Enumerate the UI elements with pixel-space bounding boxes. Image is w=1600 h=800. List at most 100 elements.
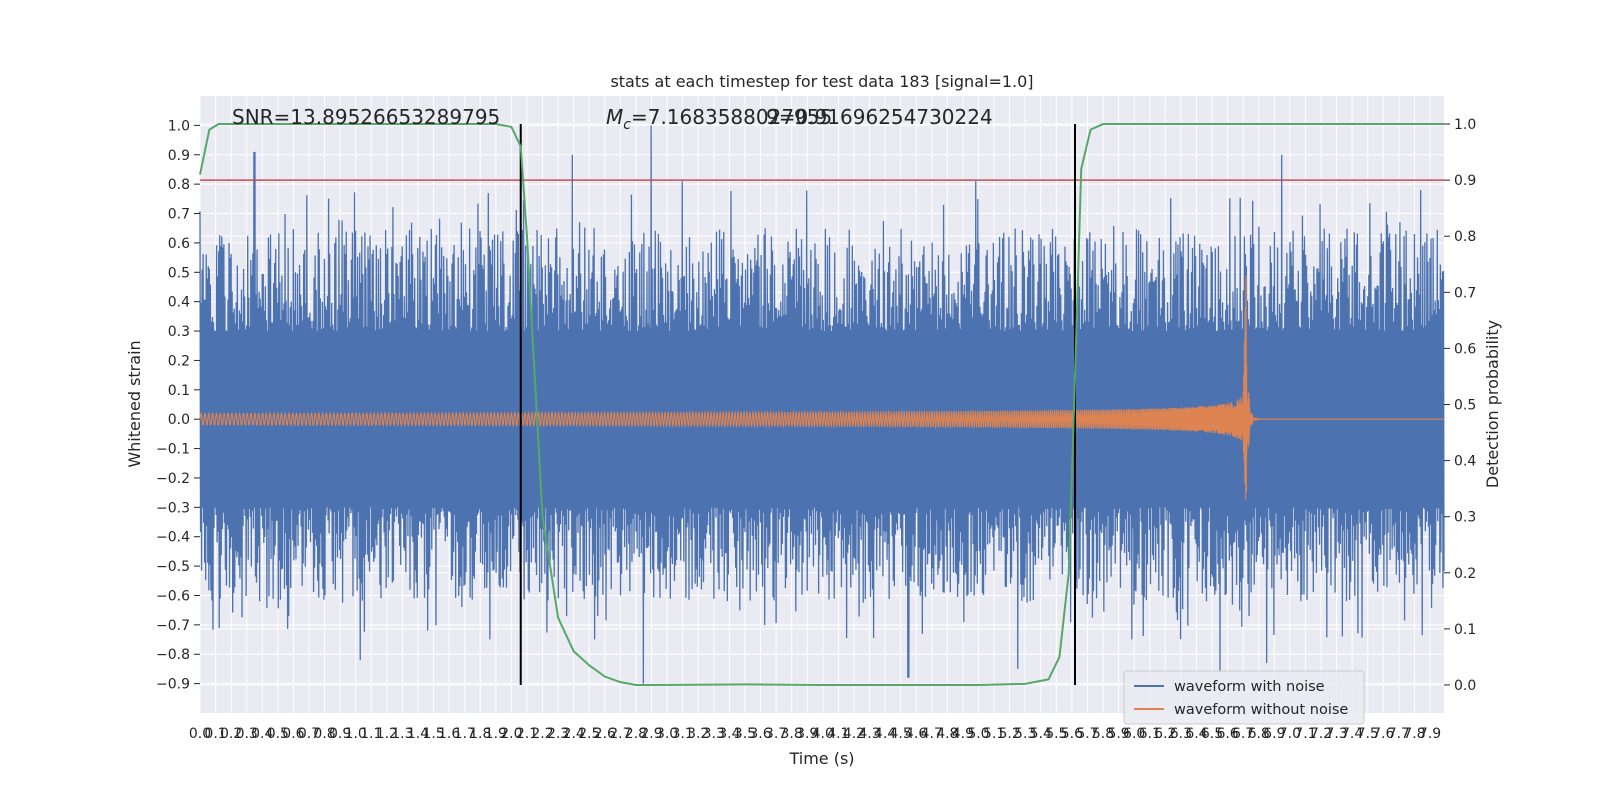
x-tick-label: 7.7 xyxy=(1388,726,1410,742)
y-tick-label: −0.6 xyxy=(156,588,190,604)
y2-tick-label: 0.4 xyxy=(1454,454,1476,470)
x-tick-label: 6.3 xyxy=(1170,726,1192,742)
x-tick-label: 7.5 xyxy=(1357,726,1379,742)
x-tick-label: 6.4 xyxy=(1185,726,1207,742)
x-tick-label: 2.9 xyxy=(640,726,662,742)
x-tick-label: 4.6 xyxy=(905,726,927,742)
x-tick-label: 4.0 xyxy=(812,726,834,742)
x-tick-label: 3.5 xyxy=(734,726,756,742)
y2-tick-label: 0.8 xyxy=(1454,229,1476,245)
snr-annotation: SNR=13.89526653289795 xyxy=(232,105,500,129)
x-tick-label: 1.7 xyxy=(454,726,476,742)
chart-title: stats at each timestep for test data 183… xyxy=(610,72,1033,91)
legend-label-clean: waveform without noise xyxy=(1174,702,1348,718)
x-tick-label: 3.0 xyxy=(656,726,678,742)
x-tick-label: 2.6 xyxy=(594,726,616,742)
x-tick-label: 7.3 xyxy=(1325,726,1347,742)
y-tick-label: −0.2 xyxy=(156,471,190,487)
legend-box xyxy=(1123,670,1365,725)
y-axis-label: Whitened strain xyxy=(125,340,144,467)
x-tick-label: 6.2 xyxy=(1154,726,1176,742)
y2-tick-label: 0.2 xyxy=(1454,566,1476,582)
y2-axis-label: Detection probability xyxy=(1483,320,1502,488)
x-tick-label: 6.1 xyxy=(1139,726,1161,742)
x-tick-label: 0.8 xyxy=(313,726,335,742)
x-tick-label: 2.7 xyxy=(609,726,631,742)
y-tick-label: −0.3 xyxy=(156,500,190,516)
y-tick-label: −0.9 xyxy=(156,677,190,693)
y-tick-label: 0.0 xyxy=(168,412,190,428)
x-tick-label: 1.9 xyxy=(485,726,507,742)
y2-tick-label: 0.7 xyxy=(1454,285,1476,301)
x-tick-label: 1.3 xyxy=(391,726,413,742)
x-tick-label: 5.4 xyxy=(1030,726,1052,742)
x-tick-label: 0.3 xyxy=(236,726,258,742)
x-tick-label: 7.6 xyxy=(1372,726,1394,742)
x-tick-label: 2.0 xyxy=(500,726,522,742)
x-tick-label: 5.8 xyxy=(1092,726,1114,742)
x-tick-label: 1.2 xyxy=(376,726,398,742)
y-tick-label: −0.4 xyxy=(156,530,190,546)
x-tick-label: 2.2 xyxy=(531,726,553,742)
y-tick-label: −0.5 xyxy=(156,559,190,575)
y-tick-label: −0.8 xyxy=(156,647,190,663)
x-tick-label: 5.2 xyxy=(998,726,1020,742)
y-tick-label: 0.7 xyxy=(168,207,190,223)
x-tick-label: 3.2 xyxy=(687,726,709,742)
x-tick-label: 0.0 xyxy=(189,726,211,742)
series-waveform-without-noise xyxy=(199,275,1444,501)
y2-axis-ticks: 1.0 0.9 0.8 0.7 0.6 0.5 0.4 0.3 0.2 0.1 0.0 xyxy=(1444,117,1476,694)
y-tick-label: 0.1 xyxy=(168,383,190,399)
plot-area xyxy=(199,123,1445,686)
x-tick-label: 5.5 xyxy=(1045,726,1067,742)
x-tick-label: 5.0 xyxy=(967,726,989,742)
x-tick-label: 0.7 xyxy=(298,726,320,742)
x-tick-label: 7.2 xyxy=(1310,726,1332,742)
y2-tick-label: 0.1 xyxy=(1454,622,1476,638)
x-tick-label: 0.1 xyxy=(204,726,226,742)
x-tick-label: 2.1 xyxy=(516,726,538,742)
x-tick-label: 7.4 xyxy=(1341,726,1363,742)
y-tick-label: 1.0 xyxy=(168,118,190,134)
x-tick-label: 6.8 xyxy=(1248,726,1270,742)
x-tick-label: 7.0 xyxy=(1279,726,1301,742)
x-tick-label: 0.5 xyxy=(267,726,289,742)
y2-tick-label: 0.3 xyxy=(1454,510,1476,526)
x-tick-label: 7.8 xyxy=(1403,726,1425,742)
x-tick-label: 3.8 xyxy=(781,726,803,742)
y-tick-label: 0.3 xyxy=(168,324,190,340)
mc-value: =7.1683588027955 xyxy=(631,105,832,129)
x-tick-label: 3.4 xyxy=(718,726,740,742)
x-tick-label: 5.3 xyxy=(1014,726,1036,742)
x-tick-label: 1.1 xyxy=(360,726,382,742)
x-tick-label: 7.1 xyxy=(1294,726,1316,742)
y-tick-label: 0.6 xyxy=(168,236,190,252)
x-tick-label: 1.8 xyxy=(469,726,491,742)
y2-tick-label: 1.0 xyxy=(1454,117,1476,133)
x-tick-label: 0.6 xyxy=(282,726,304,742)
y-tick-label: 0.9 xyxy=(168,148,190,164)
mc-annotation: Mc=7.1683588027955 xyxy=(606,105,832,133)
x-tick-label: 2.3 xyxy=(547,726,569,742)
x-tick-label: 4.2 xyxy=(843,726,865,742)
x-tick-label: 3.6 xyxy=(749,726,771,742)
y2-tick-label: 0.6 xyxy=(1454,341,1476,357)
series-waveform-with-noise xyxy=(199,125,1445,684)
x-tick-label: 4.9 xyxy=(952,726,974,742)
x-tick-label: 6.0 xyxy=(1123,726,1145,742)
x-tick-label: 7.9 xyxy=(1419,726,1441,742)
x-tick-label: 0.9 xyxy=(329,726,351,742)
y-tick-label: 0.2 xyxy=(168,353,190,369)
mc-overlap-annotation: 9=0.91696254730224 xyxy=(766,105,993,129)
x-tick-label: 0.4 xyxy=(251,726,273,742)
x-tick-label: 4.4 xyxy=(874,726,896,742)
x-tick-label: 0.2 xyxy=(220,726,242,742)
x-tick-label: 5.9 xyxy=(1107,726,1129,742)
x-tick-label: 4.3 xyxy=(858,726,880,742)
x-tick-label: 3.1 xyxy=(672,726,694,742)
legend-label-noise: waveform with noise xyxy=(1174,679,1325,695)
x-tick-label: 2.8 xyxy=(625,726,647,742)
y2-tick-label: 0.0 xyxy=(1454,678,1476,694)
series-detection-probability xyxy=(199,123,1444,686)
